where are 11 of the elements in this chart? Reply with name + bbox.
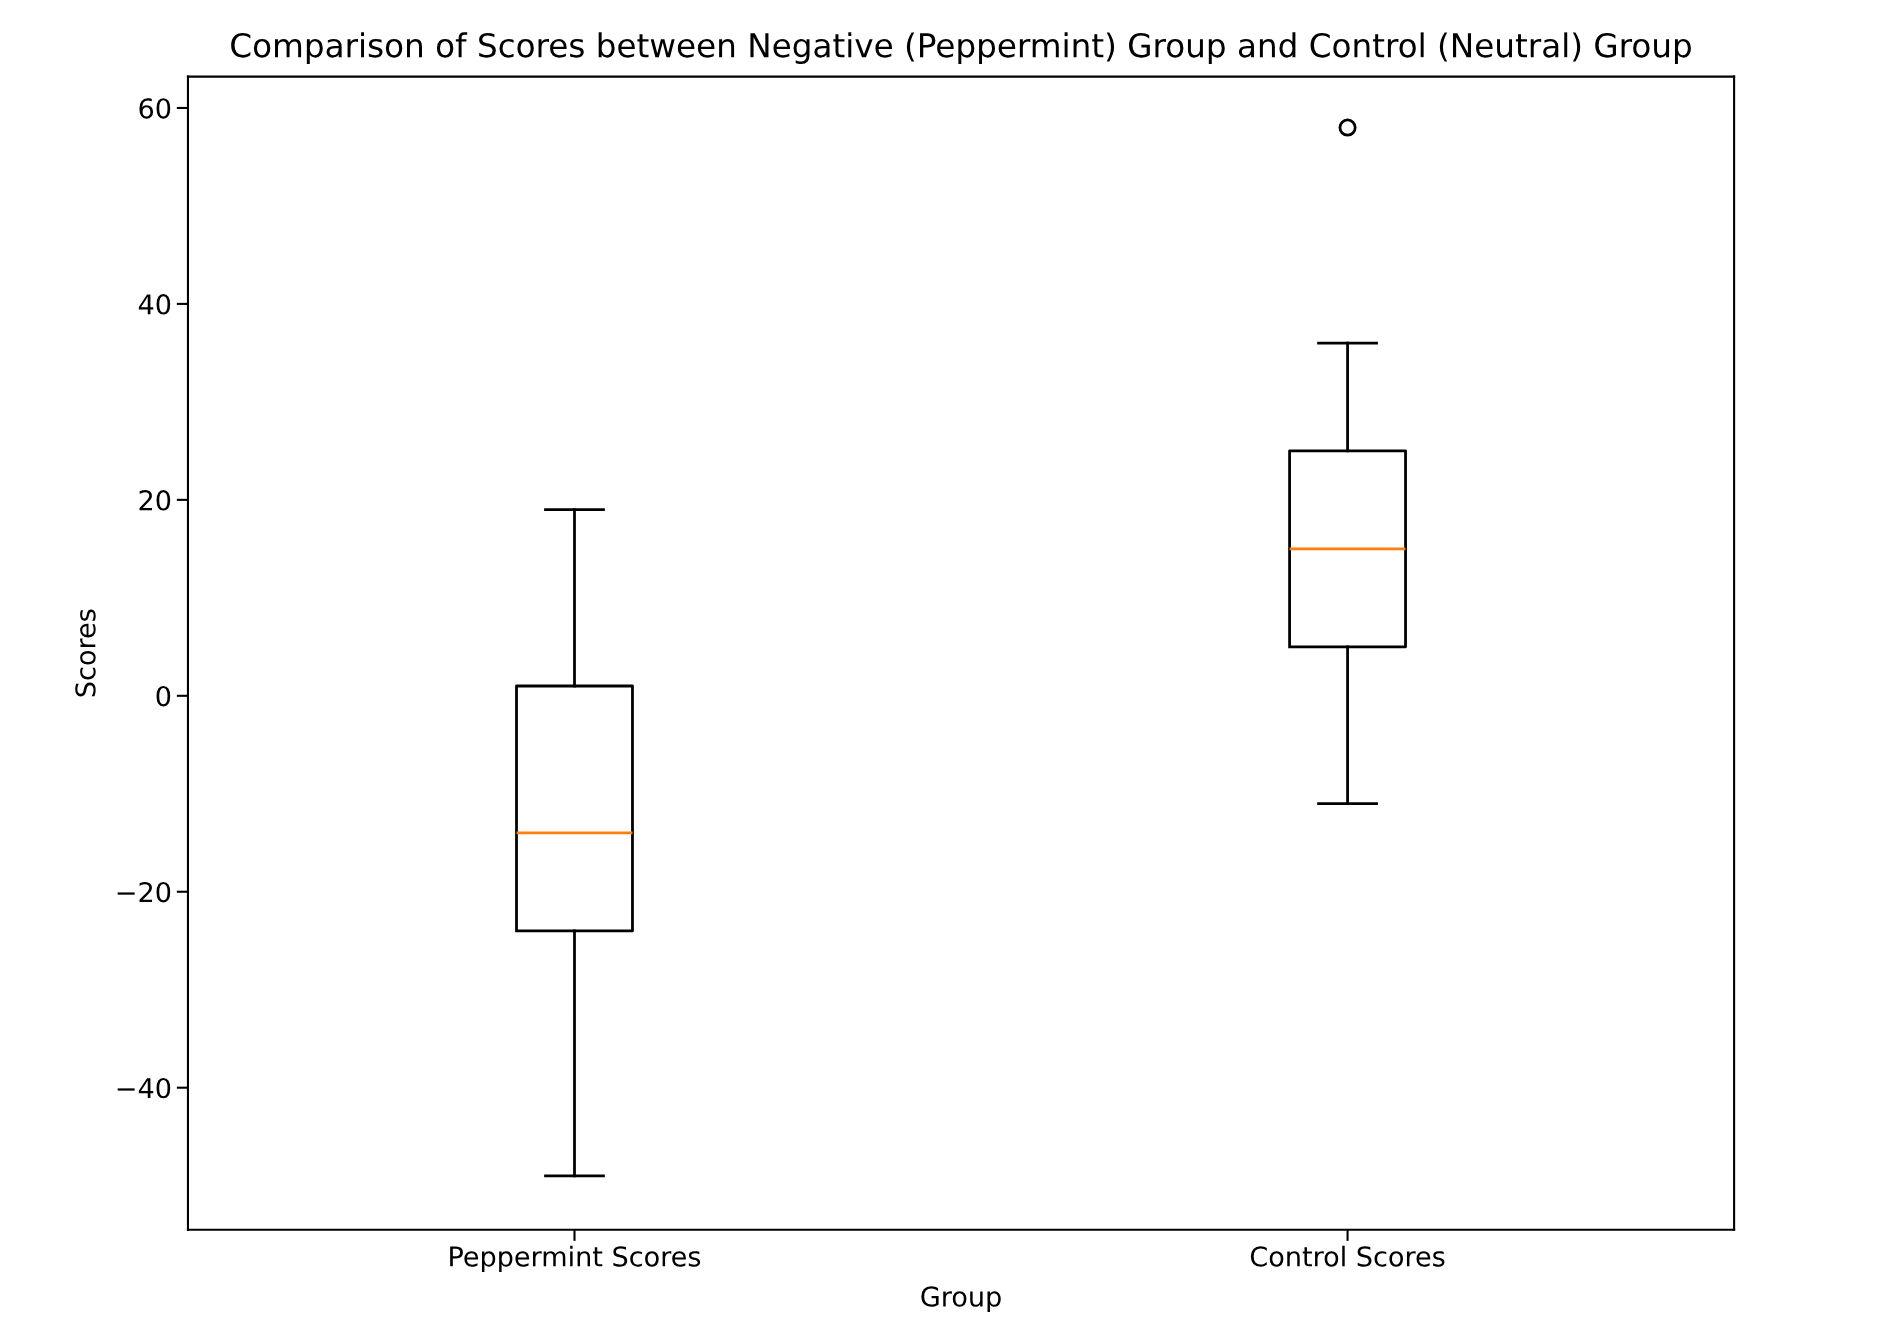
y-tick-label: 20 [139,490,171,511]
x-tick-label: Peppermint Scores [450,1245,701,1272]
chart-title: Comparison of Scores between Negative (Peppermint) Group and Control (Neutral) Group [231,32,1691,64]
y-tick-label: −20 [117,881,171,903]
y-tick-label: 60 [139,98,171,119]
x-tick-label: Control Scores [1250,1245,1445,1267]
y-tick-label: −40 [117,1077,171,1099]
y-tick-label: 0 [156,685,171,707]
y-axis-title: Scores [75,609,96,697]
y-tick-label: 40 [138,294,171,315]
x-axis-title: Group [921,1286,1001,1313]
